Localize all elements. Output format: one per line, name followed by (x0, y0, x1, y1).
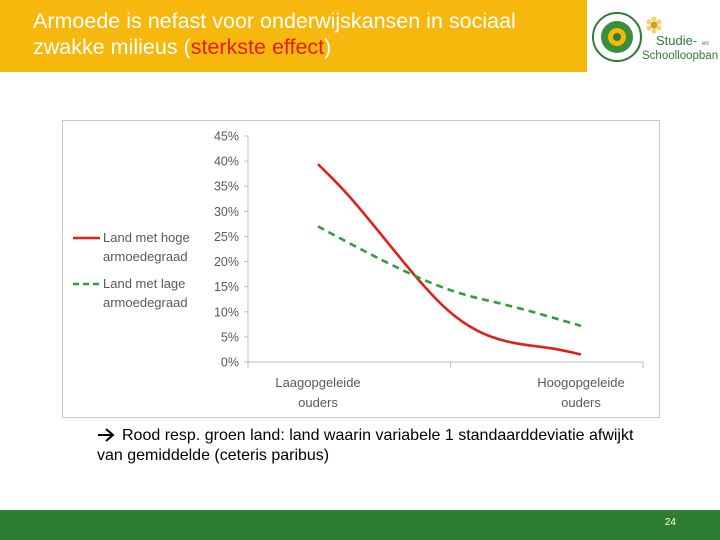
logo-text-line1: Studie- (656, 33, 697, 48)
y-tick-label: 20% (214, 255, 239, 269)
x-tick-label: Hoogopgeleide (537, 375, 624, 390)
legend-label: Land met lage (103, 276, 185, 291)
y-tick-label: 10% (214, 305, 239, 319)
legend-label: armoedegraad (103, 249, 188, 264)
x-tick-label: Laagopgeleide (275, 375, 360, 390)
x-tick-label: ouders (298, 395, 338, 410)
y-tick-label: 30% (214, 205, 239, 219)
legend-label: Land met hoge (103, 230, 190, 245)
note: Rood resp. groen land: land waarin varia… (97, 426, 657, 466)
arrow-right-icon (98, 428, 115, 442)
slide-title: Armoede is nefast voor onderwijskansen i… (33, 8, 583, 60)
x-tick-label: ouders (561, 395, 601, 410)
footer-bar: 24 (0, 510, 720, 540)
y-tick-label: 5% (221, 330, 239, 344)
y-tick-label: 35% (214, 180, 239, 194)
y-tick-label: 40% (214, 155, 239, 169)
logo-text-small: en (702, 41, 709, 47)
logo-text-line2: Schoolloopbanen (642, 50, 718, 62)
title-part1: Armoede is nefast voor onderwijskansen i… (33, 9, 516, 59)
title-highlight: sterkste effect (190, 35, 325, 59)
title-bar (0, 0, 587, 72)
legend-label: armoedegraad (103, 295, 188, 310)
studie-en-schoolloopbanen-logo: Studie- en Schoolloopbanen (590, 3, 720, 71)
y-tick-label: 45% (214, 130, 239, 144)
line-chart: 0% 5% 10% 15% 20% 25% 30% 35% 40% 45% Laagopgeleid… (73, 130, 644, 410)
title-part2: ) (324, 35, 332, 59)
series-line-hoge-armoede (317, 163, 582, 356)
page-number: 24 (664, 517, 676, 528)
logo-sunflower-icon (646, 16, 662, 34)
chart-frame: 0% 5% 10% 15% 20% 25% 30% 35% 40% 45% Laagopgeleid… (62, 120, 660, 418)
note-text: Rood resp. groen land: land waarin varia… (97, 427, 634, 464)
y-tick-label: 25% (214, 230, 239, 244)
y-tick-label: 0% (221, 356, 239, 370)
y-tick-label: 15% (214, 280, 239, 294)
series-line-lage-armoede (317, 225, 582, 328)
